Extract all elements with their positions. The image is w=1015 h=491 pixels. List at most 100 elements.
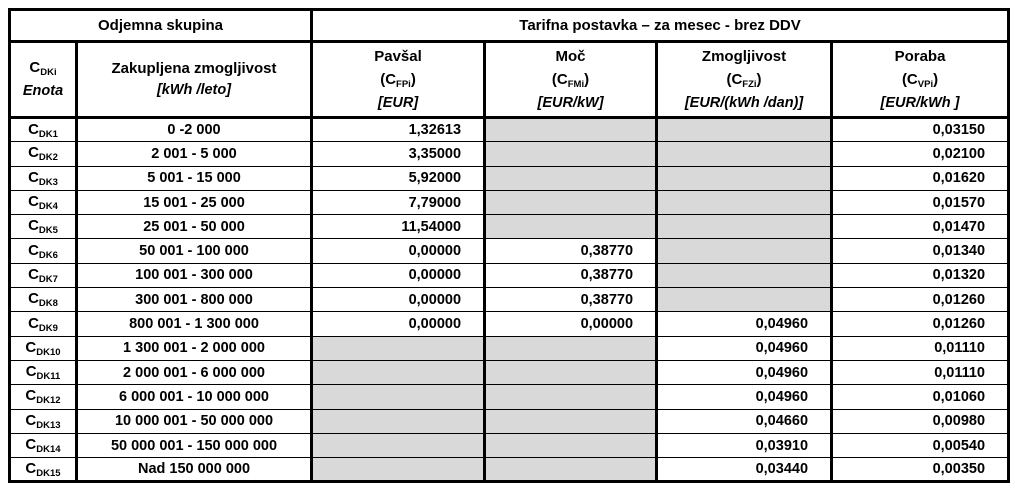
cell-zmogljivost-value: 0,04960	[655, 311, 834, 337]
cell-capacity-range: 800 001 - 1 300 000	[74, 311, 314, 337]
cell-zmogljivost-value	[655, 189, 834, 216]
table-row: CDK8 300 001 - 800 000 0,00000 0,38770 0…	[8, 287, 1011, 313]
row-code-subscript: DK15	[36, 467, 61, 479]
table-row: CDK4 15 001 - 25 000 7,79000 0,01570	[8, 189, 1011, 216]
table-row: CDK3 5 001 - 15 000 5,92000 0,01620	[8, 165, 1011, 191]
cell-moc-value	[483, 189, 659, 216]
cell-capacity-range: 300 001 - 800 000	[74, 287, 314, 313]
col-header-zmogljivost-symbol: (CFZi)	[726, 70, 762, 90]
cell-group-code: CDK6	[8, 238, 78, 264]
cell-poraba-value: 0,00980	[830, 408, 1011, 434]
cell-capacity-range: 0 -2 000	[74, 116, 314, 143]
cell-moc-value: 0,38770	[483, 238, 659, 264]
cell-zmogljivost-value	[655, 165, 834, 191]
col-header-code-symbol: CDKi	[29, 59, 57, 79]
table-row: CDK11 2 000 001 - 6 000 000 0,04960 0,01…	[8, 359, 1011, 386]
cell-poraba-value: 0,01340	[830, 238, 1011, 264]
cell-moc-value	[483, 432, 659, 459]
group-header-tarifna-postavka: Tarifna postavka – za mesec - brez DDV	[310, 9, 1011, 43]
cell-capacity-range: 2 000 001 - 6 000 000	[74, 359, 314, 386]
cell-pavsal-value: 3,35000	[310, 141, 487, 167]
cell-poraba-value: 0,01060	[830, 384, 1011, 410]
cell-group-code: CDK15	[8, 457, 78, 483]
cell-moc-value	[483, 116, 659, 143]
cell-capacity-range: 5 001 - 15 000	[74, 165, 314, 191]
col-header-code: CDKi Enota	[8, 41, 78, 119]
pavsal-subscript: FPi	[396, 78, 411, 90]
cell-pavsal-value	[310, 408, 487, 434]
cell-group-code: CDK3	[8, 165, 78, 191]
cell-pavsal-value	[310, 384, 487, 410]
table-row: CDK5 25 001 - 50 000 11,54000 0,01470	[8, 214, 1011, 240]
cell-zmogljivost-value	[655, 141, 834, 167]
cell-capacity-range: 1 300 001 - 2 000 000	[74, 335, 314, 361]
cell-poraba-value: 0,01620	[830, 165, 1011, 191]
cell-pavsal-value: 0,00000	[310, 311, 487, 337]
cell-moc-value	[483, 214, 659, 240]
cell-capacity-range: 50 000 001 - 150 000 000	[74, 432, 314, 459]
poraba-subscript: VPi	[917, 78, 934, 90]
cell-zmogljivost-value: 0,04960	[655, 335, 834, 361]
group-header-row: Odjemna skupina Tarifna postavka – za me…	[7, 9, 1011, 43]
col-header-poraba: Poraba (CVPi) [EUR/kWh ]	[830, 41, 1011, 119]
code-subscript: DKi	[40, 67, 57, 79]
table-row: CDK14 50 000 001 - 150 000 000 0,03910 0…	[8, 432, 1011, 459]
cell-group-code: CDK2	[8, 141, 78, 167]
col-header-zmogljivost-unit: [EUR/(kWh /dan)]	[684, 94, 804, 111]
cell-zmogljivost-value	[655, 238, 834, 264]
cell-moc-value	[483, 165, 659, 191]
cell-zmogljivost-value: 0,03910	[655, 432, 834, 459]
cell-group-code: CDK11	[8, 359, 78, 386]
row-code-subscript: DK5	[38, 225, 58, 237]
cell-moc-value	[483, 359, 659, 386]
cell-group-code: CDK12	[8, 384, 78, 410]
cell-moc-value	[483, 141, 659, 167]
cell-capacity-range: Nad 150 000 000	[74, 457, 314, 483]
col-header-capacity-title: Zakupljena zmogljivost	[111, 60, 277, 77]
cell-poraba-value: 0,01260	[830, 311, 1011, 337]
row-code-subscript: DK2	[38, 152, 58, 164]
table-row: CDK10 1 300 001 - 2 000 000 0,04960 0,01…	[8, 335, 1011, 361]
cell-poraba-value: 0,00350	[830, 457, 1011, 483]
cell-pavsal-value	[310, 335, 487, 361]
table-row: CDK13 10 000 001 - 50 000 000 0,04660 0,…	[8, 408, 1011, 434]
cell-pavsal-value: 0,00000	[310, 238, 487, 264]
row-code-subscript: DK12	[36, 395, 61, 407]
table-head: Odjemna skupina Tarifna postavka – za me…	[7, 9, 1011, 119]
cell-capacity-range: 100 001 - 300 000	[74, 262, 314, 289]
cell-moc-value: 0,00000	[483, 311, 659, 337]
cell-pavsal-value: 0,00000	[310, 287, 487, 313]
cell-moc-value	[483, 457, 659, 483]
table-row: CDK7 100 001 - 300 000 0,00000 0,38770 0…	[8, 262, 1011, 289]
col-header-zmogljivost: Zmogljivost (CFZi) [EUR/(kWh /dan)]	[655, 41, 834, 119]
row-code-subscript: DK3	[38, 176, 58, 188]
table-row: CDK15 Nad 150 000 000 0,03440 0,00350	[8, 457, 1011, 483]
cell-capacity-range: 6 000 001 - 10 000 000	[74, 384, 314, 410]
col-header-capacity-unit: [kWh /leto]	[156, 82, 232, 99]
cell-moc-value: 0,38770	[483, 262, 659, 289]
row-code-subscript: DK7	[38, 273, 58, 285]
group-header-odjemna-skupina: Odjemna skupina	[7, 9, 314, 43]
cell-group-code: CDK1	[8, 116, 78, 143]
col-header-moc-unit: [EUR/kW]	[537, 94, 604, 111]
table-body: CDK1 0 -2 000 1,32613 0,03150 CDK2 2 001…	[8, 116, 1011, 483]
cell-group-code: CDK4	[8, 189, 78, 216]
cell-group-code: CDK5	[8, 214, 78, 240]
table-row: CDK6 50 001 - 100 000 0,00000 0,38770 0,…	[8, 238, 1011, 264]
cell-group-code: CDK10	[8, 335, 78, 361]
cell-capacity-range: 10 000 001 - 50 000 000	[74, 408, 314, 434]
col-header-code-unit: Enota	[22, 82, 64, 99]
cell-poraba-value: 0,02100	[830, 141, 1011, 167]
col-header-pavsal-unit: [EUR]	[377, 94, 419, 111]
row-code-subscript: DK13	[36, 419, 61, 431]
cell-poraba-value: 0,01110	[830, 359, 1011, 386]
col-header-poraba-symbol: (CVPi)	[901, 70, 939, 90]
col-header-poraba-title: Poraba	[894, 47, 946, 65]
row-code-subscript: DK6	[38, 249, 58, 261]
cell-zmogljivost-value	[655, 116, 834, 143]
cell-pavsal-value: 11,54000	[310, 214, 487, 240]
cell-moc-value	[483, 335, 659, 361]
cell-capacity-range: 50 001 - 100 000	[74, 238, 314, 264]
cell-pavsal-value	[310, 432, 487, 459]
